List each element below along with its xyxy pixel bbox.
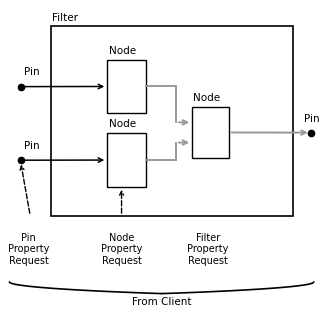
Text: Pin: Pin	[24, 141, 40, 151]
Text: Node
Property
Request: Node Property Request	[101, 233, 142, 266]
Text: Filter
Property
Request: Filter Property Request	[188, 233, 229, 266]
Text: From Client: From Client	[132, 297, 191, 307]
Text: Node: Node	[109, 119, 136, 129]
Text: Pin: Pin	[24, 67, 40, 77]
Bar	[192, 107, 229, 158]
Text: Node: Node	[109, 46, 136, 56]
Bar	[107, 133, 146, 187]
Bar	[107, 60, 146, 113]
Text: Pin: Pin	[304, 114, 320, 124]
Text: Filter: Filter	[52, 13, 78, 23]
Text: Pin
Property
Request: Pin Property Request	[8, 233, 49, 266]
Bar	[51, 26, 293, 216]
Text: Node: Node	[193, 93, 220, 103]
